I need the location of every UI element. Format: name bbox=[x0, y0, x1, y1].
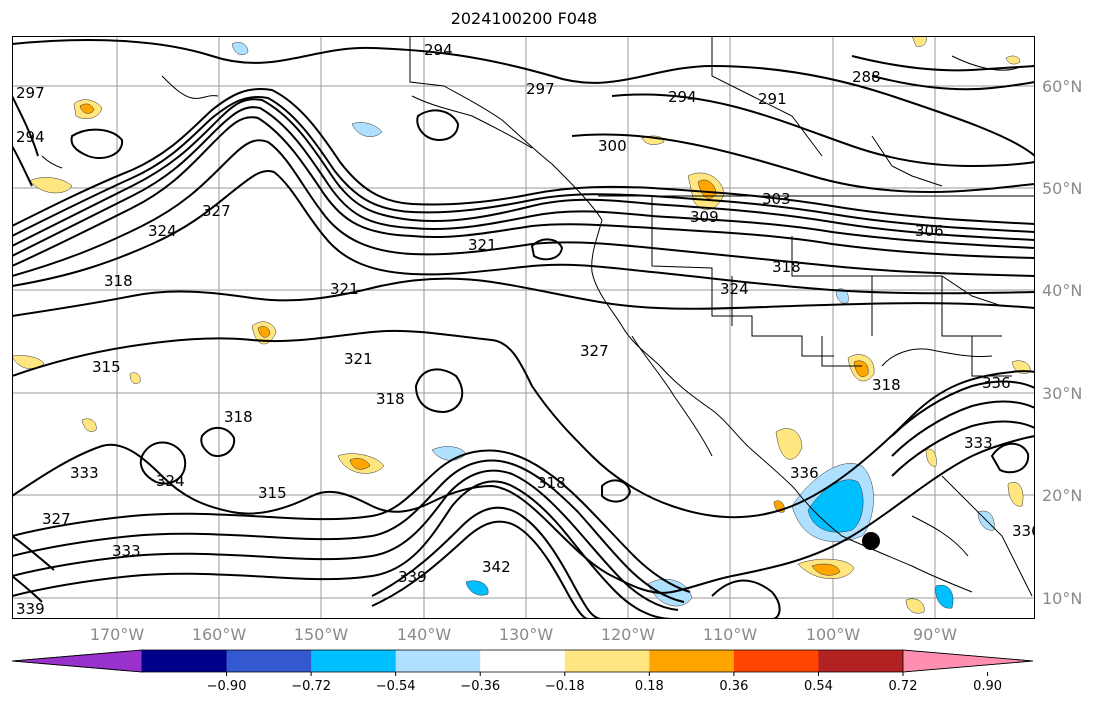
contour-label: 333 bbox=[112, 542, 141, 560]
contour-label: 303 bbox=[762, 190, 791, 208]
colorbar-tick-label: 0.90 bbox=[973, 679, 1002, 694]
contour-label: 318 bbox=[104, 272, 133, 290]
contour-label: 333 bbox=[964, 434, 993, 452]
lat-label-60n: 60°N bbox=[1042, 77, 1082, 96]
colorbar-frame bbox=[11, 649, 1034, 673]
colorbar-segments bbox=[11, 649, 1034, 673]
lat-label-10n: 10°N bbox=[1042, 589, 1082, 608]
lon-label-90w: 90°W bbox=[913, 625, 957, 644]
colorbar-tick-label: 0.36 bbox=[719, 679, 748, 694]
contour-label: 324 bbox=[148, 222, 177, 240]
contours bbox=[12, 39, 1035, 619]
contour-label: 318 bbox=[537, 474, 566, 492]
contour-label: 336 bbox=[790, 464, 819, 482]
contour-label: 336 bbox=[1012, 522, 1035, 540]
contour-label: 294 bbox=[16, 128, 45, 146]
colorbar-segment bbox=[311, 650, 397, 672]
lon-label-110w: 110°W bbox=[703, 625, 758, 644]
lon-label-120w: 120°W bbox=[601, 625, 656, 644]
contour-label: 297 bbox=[526, 80, 555, 98]
lon-label-170w: 170°W bbox=[90, 625, 145, 644]
contour-label: 333 bbox=[70, 464, 99, 482]
contour-label: 315 bbox=[258, 484, 287, 502]
contour-label: 324 bbox=[720, 280, 749, 298]
contour-label: 297 bbox=[16, 84, 45, 102]
contour-label: 339 bbox=[398, 568, 427, 586]
lon-label-160w: 160°W bbox=[192, 625, 247, 644]
contour-label: 309 bbox=[690, 208, 719, 226]
storm-center-marker bbox=[862, 532, 880, 550]
contour-label: 306 bbox=[915, 222, 944, 240]
contour-label: 321 bbox=[468, 236, 497, 254]
colorbar-segment bbox=[733, 650, 819, 672]
lat-label-30n: 30°N bbox=[1042, 384, 1082, 403]
colorbar-segment bbox=[142, 650, 228, 672]
contour-label: 294 bbox=[668, 88, 697, 106]
contour-label: 318 bbox=[872, 376, 901, 394]
map-title: 2024100200 F048 bbox=[450, 9, 598, 28]
colorbar-extend-low bbox=[11, 649, 143, 673]
colorbar-segment bbox=[395, 650, 481, 672]
contour-label: 318 bbox=[376, 390, 405, 408]
contour-labels: 294 297 300 303 309 306 318 324 327 321 … bbox=[16, 41, 1035, 618]
lat-label-20n: 20°N bbox=[1042, 486, 1082, 505]
colorbar-ticks: −0.90 −0.72 −0.54 −0.36 −0.18 0.18 0.36 0.54 0.7… bbox=[207, 672, 1002, 694]
lon-label-140w: 140°W bbox=[397, 625, 452, 644]
contour-label: 321 bbox=[330, 280, 359, 298]
lon-label-100w: 100°W bbox=[806, 625, 861, 644]
latitude-axis: 60°N 50°N 40°N 30°N 20°N 10°N bbox=[1042, 77, 1082, 608]
colorbar-segment bbox=[649, 650, 735, 672]
graticule bbox=[12, 36, 1035, 619]
contour-label: 300 bbox=[598, 137, 627, 155]
contour-label: 339 bbox=[16, 600, 45, 618]
colorbar-tick-label: −0.54 bbox=[376, 679, 416, 694]
colorbar-tick-label: 0.18 bbox=[635, 679, 664, 694]
contour-label: 318 bbox=[772, 258, 801, 276]
coastlines bbox=[41, 36, 1035, 597]
longitude-axis: 170°W 160°W 150°W 140°W 130°W 120°W 110°… bbox=[90, 625, 957, 644]
contour-label: 291 bbox=[758, 90, 787, 108]
contour-label: 315 bbox=[92, 358, 121, 376]
lon-label-130w: 130°W bbox=[499, 625, 554, 644]
contour-label: 294 bbox=[424, 41, 453, 59]
colorbar: −0.90 −0.72 −0.54 −0.36 −0.18 0.18 0.36 0.54 0.7… bbox=[11, 649, 1034, 694]
colorbar-tick-label: −0.90 bbox=[207, 679, 247, 694]
colorbar-segment bbox=[564, 650, 650, 672]
omega-shading bbox=[12, 36, 1031, 614]
colorbar-tick-label: −0.18 bbox=[545, 679, 585, 694]
contour-label: 342 bbox=[482, 558, 511, 576]
contour-label: 324 bbox=[156, 472, 185, 490]
map-frame bbox=[12, 36, 1035, 619]
contour-label: 327 bbox=[202, 202, 231, 220]
contour-label: 288 bbox=[852, 68, 881, 86]
colorbar-tick-label: −0.36 bbox=[460, 679, 500, 694]
contour-label: 327 bbox=[580, 342, 609, 360]
colorbar-tick-label: 0.72 bbox=[889, 679, 918, 694]
contour-label: 321 bbox=[344, 350, 373, 368]
contour-label: 336 bbox=[982, 374, 1011, 392]
lat-label-50n: 50°N bbox=[1042, 179, 1082, 198]
colorbar-segment bbox=[818, 650, 904, 672]
colorbar-segment bbox=[226, 650, 312, 672]
colorbar-tick-label: 0.54 bbox=[804, 679, 833, 694]
lon-label-150w: 150°W bbox=[294, 625, 349, 644]
contour-label: 318 bbox=[224, 408, 253, 426]
lat-label-40n: 40°N bbox=[1042, 281, 1082, 300]
colorbar-segment bbox=[480, 650, 566, 672]
colorbar-extend-high bbox=[902, 649, 1034, 673]
weather-map: 294 297 300 303 309 306 318 324 327 321 … bbox=[12, 36, 1035, 619]
contour-label: 327 bbox=[42, 510, 71, 528]
colorbar-tick-label: −0.72 bbox=[291, 679, 331, 694]
